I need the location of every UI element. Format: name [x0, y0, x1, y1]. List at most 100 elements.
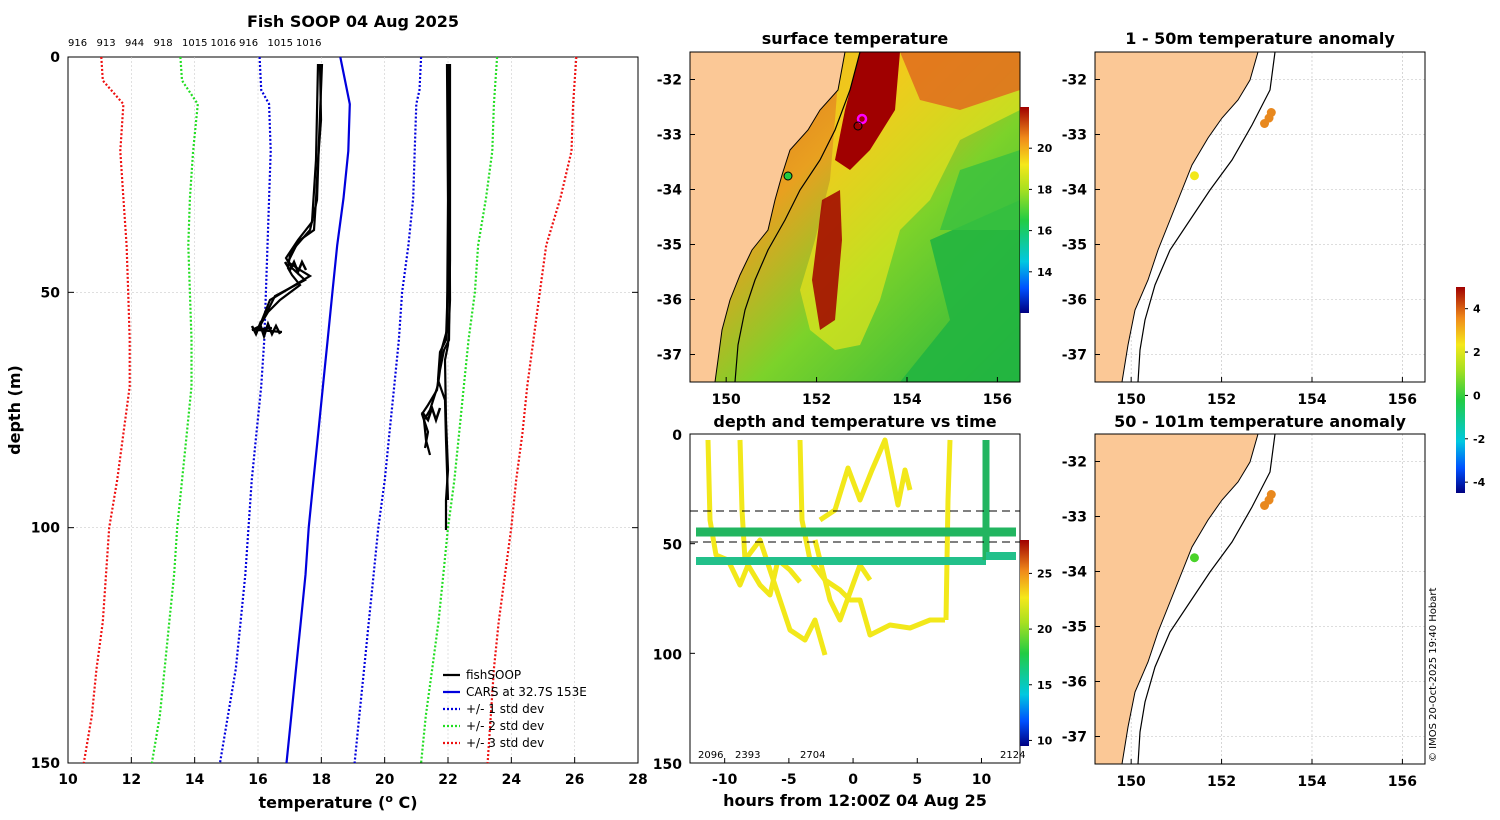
anomaly-point	[1260, 119, 1270, 128]
map-xtick-label: 156	[983, 392, 1012, 408]
time-bottom-label-1: 2096	[698, 750, 723, 761]
map-ytick-label: -32	[1062, 455, 1087, 471]
sst-start-marker	[783, 171, 793, 181]
map-xtick-label: 154	[1297, 392, 1326, 408]
profile-xtick-label: 20	[375, 772, 395, 788]
anomaly-colorbar	[1456, 287, 1465, 493]
time-ytick-label: 50	[663, 538, 683, 554]
colorbar-tick-label: 10	[1037, 734, 1053, 747]
legend-std3: +/- 3 std dev	[466, 736, 544, 750]
profile-xtick-label: 24	[502, 772, 522, 788]
map-ytick-label: -35	[1062, 238, 1087, 254]
sst-title: surface temperature	[762, 29, 949, 48]
map-xtick-label: 152	[1207, 392, 1236, 408]
map-ytick-label: -34	[657, 183, 683, 199]
time-colorbar-ticks: 25 20 15 10	[1029, 567, 1053, 747]
profile-ytick-label: 150	[31, 756, 60, 772]
legend-cars: CARS at 32.7S 153E	[466, 685, 587, 699]
profile-xtick-label: 18	[312, 772, 331, 788]
anomaly-50-101-panel: 150 152 154 156 -32 -33 -34 -35 -36 -37 50 - 101m…	[1062, 412, 1426, 790]
sst-station-marker-2	[853, 121, 863, 131]
credit-text: © IMOS 20-Oct-2025 19:40 Hobart	[1428, 587, 1439, 762]
map-ytick-label: -32	[1062, 73, 1087, 89]
map-xtick-label: 156	[1388, 392, 1417, 408]
map-xtick-label: 150	[1117, 392, 1146, 408]
time-bottom-label-2: 2393	[735, 750, 760, 761]
time-xlabel: hours from 12:00Z 04 Aug 25	[723, 791, 987, 810]
fishsoop-trace-g	[443, 63, 452, 530]
profile-xtick-label: 12	[122, 772, 141, 788]
time-trace-yellow-2	[737, 439, 828, 656]
anomaly-point	[1260, 501, 1270, 510]
time-xtick-label: -10	[712, 772, 738, 788]
map-ytick-label: -33	[1062, 510, 1087, 526]
profile-top-label: 916	[68, 38, 87, 49]
sst-orange-band	[900, 52, 1020, 110]
profile-xtick-label: 26	[565, 772, 584, 788]
sst-colorbar	[1020, 107, 1029, 313]
sst-colorbar-ticks: 20 18 16 14	[1029, 142, 1053, 279]
sst-map-panel: 150 152 154 156-32-33-34-35-36-37 20181614 …	[657, 29, 1053, 408]
colorbar-tick-label: 25	[1037, 567, 1052, 580]
profile-top-labels: 916 913 944 918 1015 1016 916 1015 1016	[68, 38, 321, 49]
fishsoop-noise	[250, 258, 442, 424]
map-ytick-label: -32	[657, 73, 682, 89]
map-xtick-label: 154	[892, 392, 921, 408]
map-ytick-label: -34	[1062, 565, 1088, 581]
sst-eac-core	[835, 52, 900, 170]
cars-mean-line	[285, 56, 351, 764]
map-ytick-label: -37	[1062, 730, 1087, 746]
anomaly1-land	[1095, 52, 1258, 382]
time-ytick-label: 0	[672, 428, 682, 444]
map-ytick-label: -36	[1062, 293, 1087, 309]
sst-map-area	[690, 52, 1020, 382]
profile-ytick-label: 50	[41, 285, 61, 301]
legend-std2: +/- 2 std dev	[466, 719, 544, 733]
map-xtick-label: 156	[1388, 774, 1417, 790]
time-xtick-label: -5	[781, 772, 797, 788]
map-ytick-label: -37	[1062, 348, 1087, 364]
profile-xtick-label: 16	[248, 772, 267, 788]
map-ytick-label: -33	[657, 128, 682, 144]
profile-panel: 10 12 14 16 18 20 22 24 26 28 0 50 100 150 916 913 944 9…	[5, 12, 648, 812]
time-colorbar	[1020, 540, 1029, 746]
anomaly1-title: 1 - 50m temperature anomaly	[1125, 29, 1395, 48]
std1-lo-line	[218, 56, 272, 764]
time-trace-yellow-4	[818, 437, 913, 523]
anomaly-point	[1189, 171, 1199, 181]
time-title: depth and temperature vs time	[713, 412, 996, 431]
anomaly1-ticks: 150 152 154 156 -32 -33 -34 -35 -36 -37	[1062, 73, 1417, 409]
map-ytick-label: -35	[657, 238, 682, 254]
colorbar-tick-label: 0	[1473, 389, 1481, 402]
colorbar-tick-label: 18	[1037, 183, 1052, 196]
legend-std1: +/- 1 std dev	[466, 702, 544, 716]
time-xtick-label: 5	[912, 772, 922, 788]
anomaly2-shelf-contour	[1137, 434, 1276, 764]
anomaly1-shelf-contour	[1137, 52, 1276, 382]
sst-eac-filament	[812, 190, 842, 330]
colorbar-tick-label: 15	[1037, 679, 1052, 692]
profile-title: Fish SOOP 04 Aug 2025	[247, 12, 459, 31]
map-xtick-label: 152	[1207, 774, 1236, 790]
sst-station-marker	[856, 113, 868, 125]
anomaly2-points	[1189, 490, 1276, 563]
colorbar-tick-label: 2	[1473, 346, 1481, 359]
colorbar-tick-label: 20	[1037, 142, 1053, 155]
profile-ticks: 10 12 14 16 18 20 22 24 26 28 0 50 100 150	[31, 50, 648, 788]
map-xtick-label: 150	[1117, 774, 1146, 790]
profile-top-label: 944	[125, 38, 144, 49]
anomaly-colorbar-ticks: 4 2 0 -2 -4	[1465, 303, 1486, 489]
anomaly-1-50-panel: 150 152 154 156 -32 -33 -34 -35 -36 -37 1 - 50m t…	[1062, 29, 1426, 409]
anomaly1-axes-box	[1094, 51, 1426, 383]
profile-top-label: 1015	[268, 38, 293, 49]
time-bottom-label-3: 2704	[800, 750, 825, 761]
map-ytick-label: -34	[1062, 183, 1088, 199]
profile-top-label: 918	[154, 38, 173, 49]
anomaly2-land	[1095, 434, 1258, 764]
time-ytick-label: 100	[653, 647, 682, 663]
fishsoop-trace-f	[420, 63, 450, 449]
sst-coastline	[714, 52, 846, 382]
std2-hi-line	[420, 56, 499, 764]
profile-xtick-label: 10	[58, 772, 78, 788]
